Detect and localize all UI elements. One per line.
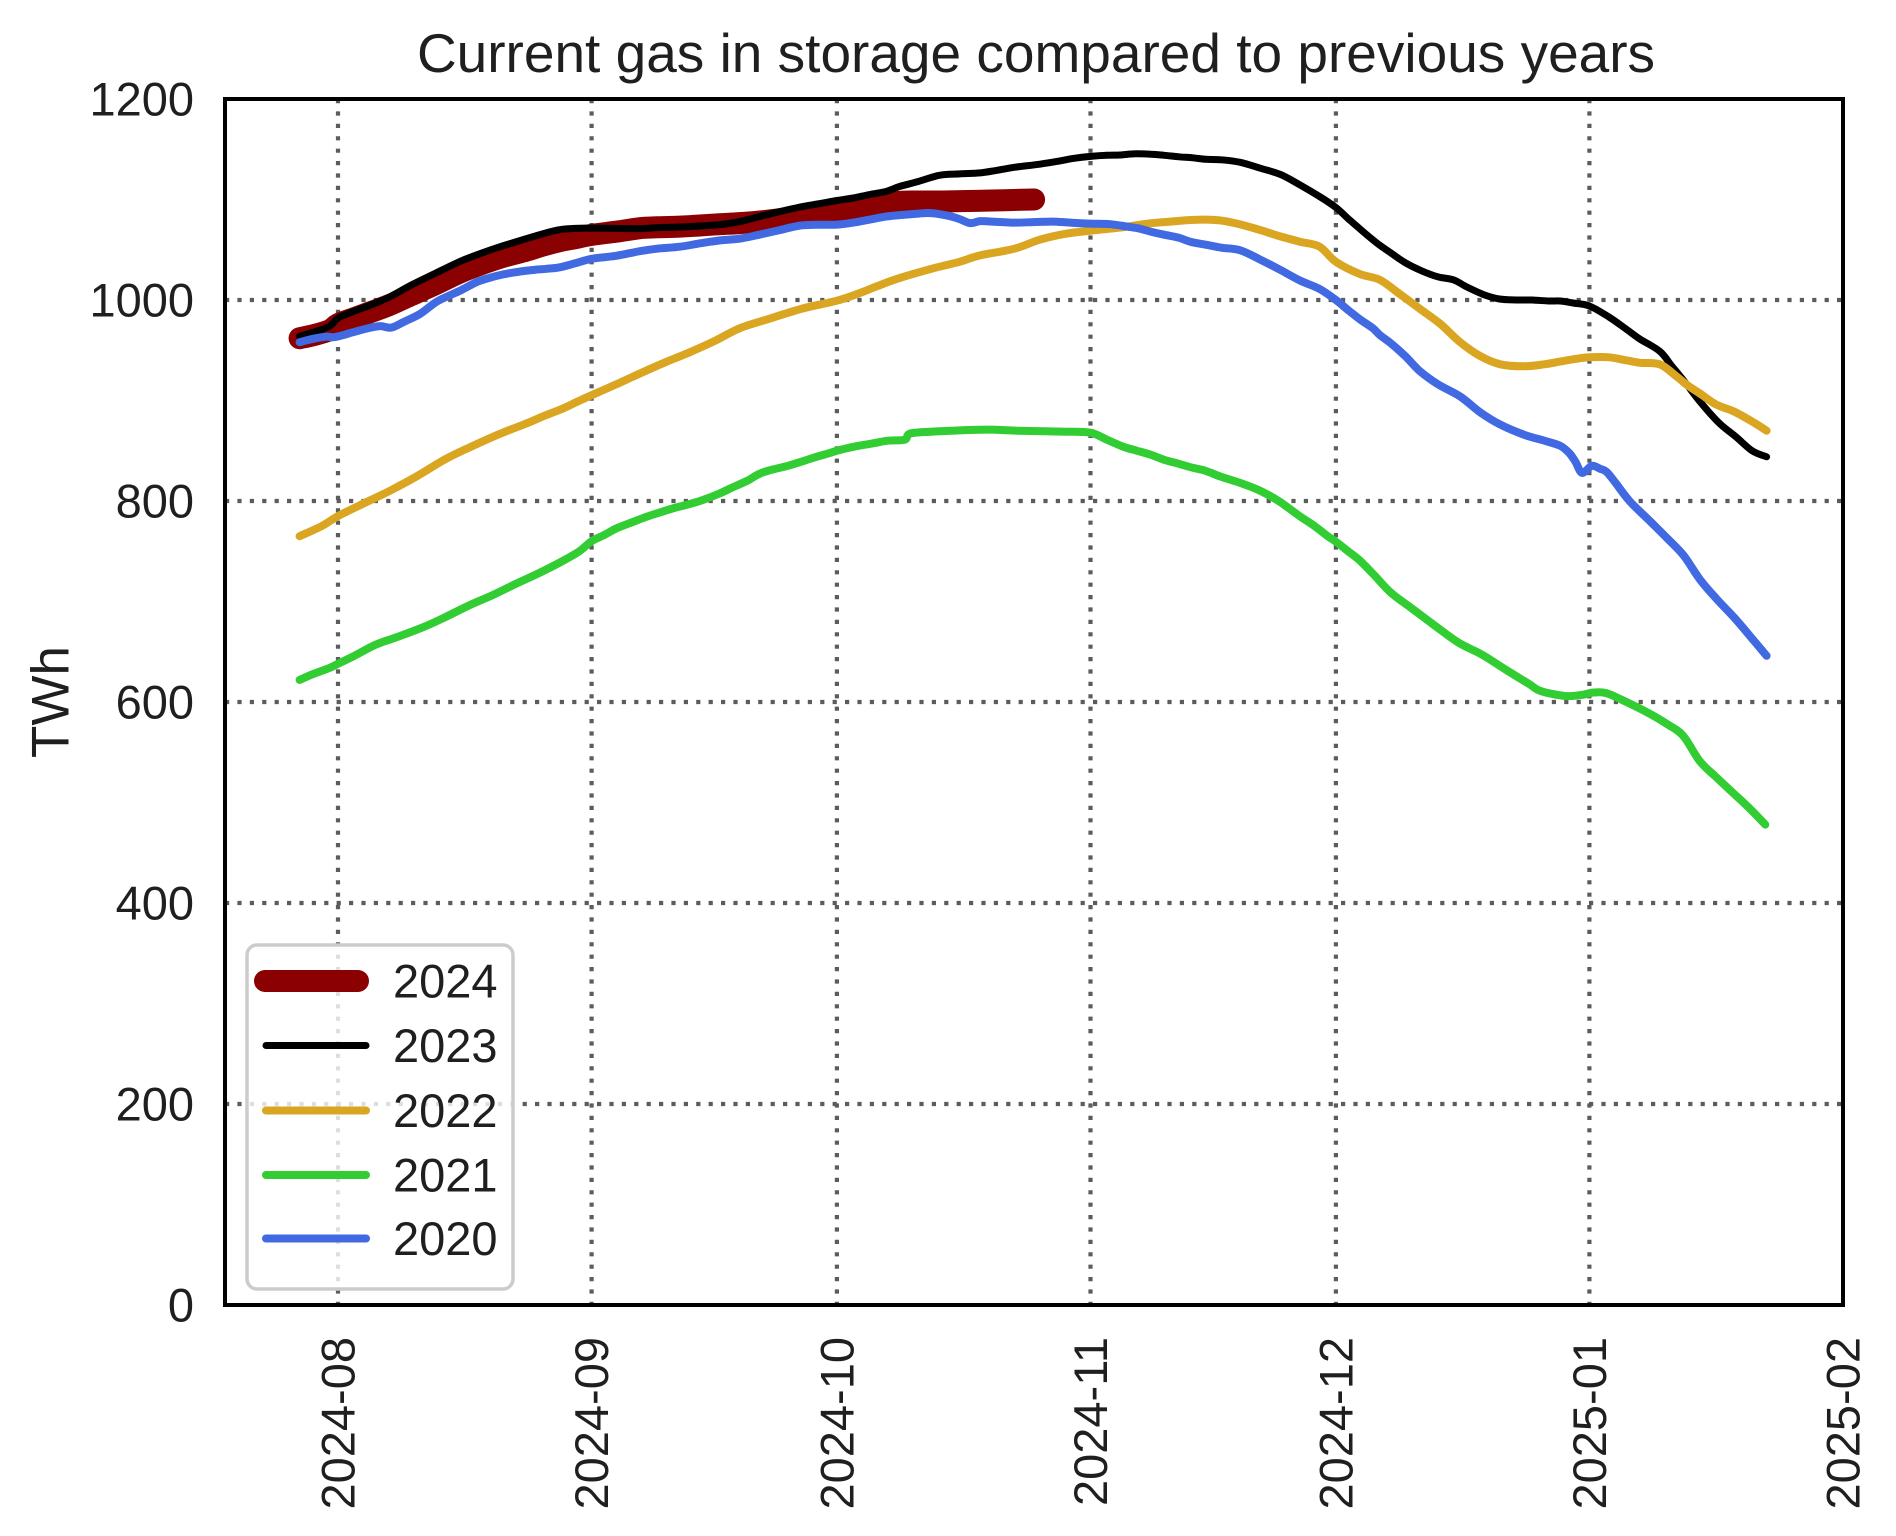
svg-text:2024-08: 2024-08 (312, 1337, 365, 1510)
svg-text:2025-02: 2025-02 (1817, 1337, 1870, 1510)
svg-text:0: 0 (168, 1279, 194, 1332)
svg-text:600: 600 (116, 676, 194, 729)
svg-text:800: 800 (116, 475, 194, 528)
svg-text:1200: 1200 (89, 73, 194, 126)
svg-text:TWh: TWh (22, 646, 81, 758)
svg-text:200: 200 (116, 1078, 194, 1131)
svg-text:2023: 2023 (393, 1019, 498, 1072)
svg-text:2024-10: 2024-10 (810, 1337, 863, 1510)
svg-text:2024-11: 2024-11 (1064, 1337, 1117, 1506)
svg-text:2024-12: 2024-12 (1309, 1337, 1362, 1510)
svg-text:400: 400 (116, 877, 194, 930)
svg-text:2024: 2024 (393, 955, 498, 1008)
svg-text:2021: 2021 (393, 1149, 498, 1202)
svg-text:Current gas in storage compare: Current gas in storage compared to previ… (417, 22, 1655, 84)
svg-text:2022: 2022 (393, 1084, 498, 1137)
svg-text:2020: 2020 (393, 1212, 498, 1265)
svg-text:1000: 1000 (89, 274, 194, 327)
svg-text:2025-01: 2025-01 (1563, 1337, 1616, 1510)
svg-text:2024-09: 2024-09 (565, 1337, 618, 1510)
